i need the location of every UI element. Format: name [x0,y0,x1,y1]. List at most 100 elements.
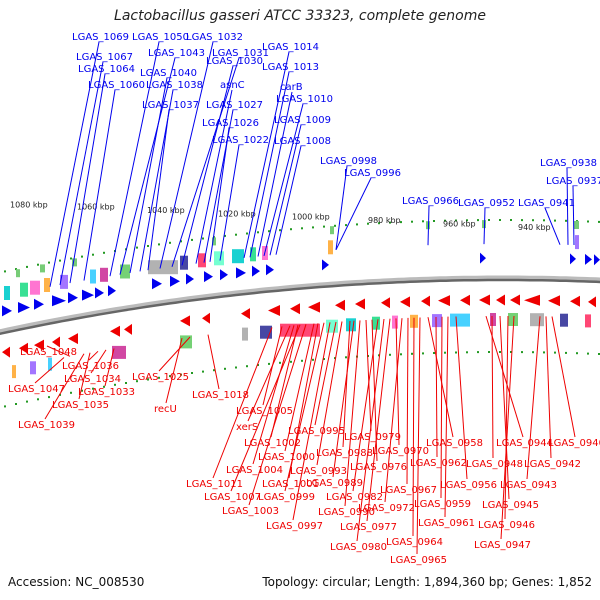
outer-tick-dot [367,222,369,225]
feature-block [242,327,248,341]
reverse-gene-leader [230,324,301,492]
forward-gene-leader [181,65,234,266]
feature-block [120,264,130,279]
forward-gene-label: LGAS_1043 [148,48,205,59]
reverse-gene-arrow [335,299,345,311]
feature-block [148,260,178,275]
reverse-gene-label: LGAS_1035 [52,400,109,411]
feature-block [372,316,380,330]
outer-tick-dot [400,221,402,224]
reverse-gene-leader [412,317,415,537]
forward-gene-leader [263,103,304,257]
reverse-gene-leader [545,316,552,459]
outer-tick-dot [213,236,215,239]
feature-block [232,249,244,264]
forward-gene-label: LGAS_0996 [344,168,401,179]
forward-gene-arrow [236,267,246,279]
forward-gene-arrow [204,271,213,283]
reverse-gene-arrow [479,294,490,306]
inner-tick-dot [323,358,325,360]
feature-block [482,220,486,229]
reverse-gene-leader [395,318,400,446]
reverse-gene-leader [316,321,343,466]
reverse-gene-leader [500,315,515,540]
forward-gene-arrow [570,253,576,265]
forward-gene-label: asnC [220,80,245,91]
forward-gene-leader [49,41,100,287]
inner-tick-dot [389,353,391,356]
forward-gene-arrow [322,259,329,271]
feature-block [112,345,126,359]
reverse-gene-arrow [421,295,430,307]
inner-tick-dot [257,364,259,366]
reverse-gene-leader [248,324,307,506]
outer-tick-dot [169,241,171,244]
reverse-gene-arrow [19,342,28,354]
feature-block [508,313,518,326]
outer-tick-dot [499,219,501,221]
reverse-gene-arrow [381,297,390,309]
inner-tick-dot [543,351,545,354]
reverse-gene-leader [499,315,510,500]
reverse-gene-leader [46,345,71,357]
feature-block [490,313,496,326]
reverse-gene-label: LGAS_0977 [340,522,397,533]
reverse-gene-leader [485,315,524,438]
reverse-gene-leader [491,315,494,459]
forward-gene-leader [572,185,575,246]
reverse-gene-leader [356,318,385,542]
inner-tick-dot [4,405,6,408]
reverse-gene-leader [158,336,191,372]
outer-tick-dot [136,246,138,249]
reverse-gene-leader [427,317,454,438]
reverse-gene-label: LGAS_0965 [390,555,447,566]
reverse-gene-arrow [110,325,120,337]
reverse-gene-arrow [268,305,280,317]
inner-tick-dot [180,373,182,376]
inner-tick-dot [554,351,556,354]
reverse-gene-leader [247,325,291,422]
reverse-gene-label: xerS [236,422,258,433]
reverse-gene-leader [284,322,325,492]
outer-tick-dot [433,220,435,222]
reverse-gene-label: LGAS_0959 [414,499,471,510]
forward-gene-arrow [594,254,600,266]
outer-tick-dot [4,270,6,273]
feature-block [48,357,52,371]
reverse-gene-leader [165,337,183,404]
forward-gene-label: LGAS_1060 [88,80,145,91]
inner-tick-dot [59,393,61,396]
reverse-gene-label: LGAS_0988 [316,448,373,459]
inner-tick-dot [48,396,50,399]
forward-gene-leader [83,89,116,281]
reverse-gene-label: LGAS_0940 [548,438,600,449]
outer-tick-dot [268,230,270,233]
map-title: Lactobacillus gasseri ATCC 33323, comple… [114,8,486,24]
reverse-gene-label: LGAS_0970 [372,446,429,457]
reverse-gene-leader [252,325,295,465]
forward-gene-arrow [52,295,66,307]
outer-tick-dot [345,224,347,227]
outer-tick-dot [158,243,160,246]
feature-block [585,314,591,328]
outer-tick-dot [59,259,61,262]
reverse-gene-label: LGAS_0956 [440,480,497,491]
inner-tick-dot [510,351,512,353]
forward-gene-label: LGAS_0998 [320,156,377,167]
inner-tick-dot [400,353,402,356]
reverse-gene-leader [365,319,372,432]
reverse-gene-label: LGAS_0942 [524,459,581,470]
inner-tick-dot [301,359,303,362]
reverse-gene-leader [526,316,541,480]
reverse-gene-label: LGAS_0962 [410,458,467,469]
reverse-gene-leader [212,327,273,479]
outer-tick-dot [411,220,413,223]
forward-gene-label: LGAS_1010 [276,94,333,105]
forward-gene-arrow [152,278,162,290]
reverse-gene-label: LGAS_1004 [226,465,283,476]
reverse-gene-leader [344,320,361,507]
reverse-gene-leader [342,320,351,448]
inner-tick-dot [488,351,490,353]
reverse-gene-leader [406,317,409,485]
